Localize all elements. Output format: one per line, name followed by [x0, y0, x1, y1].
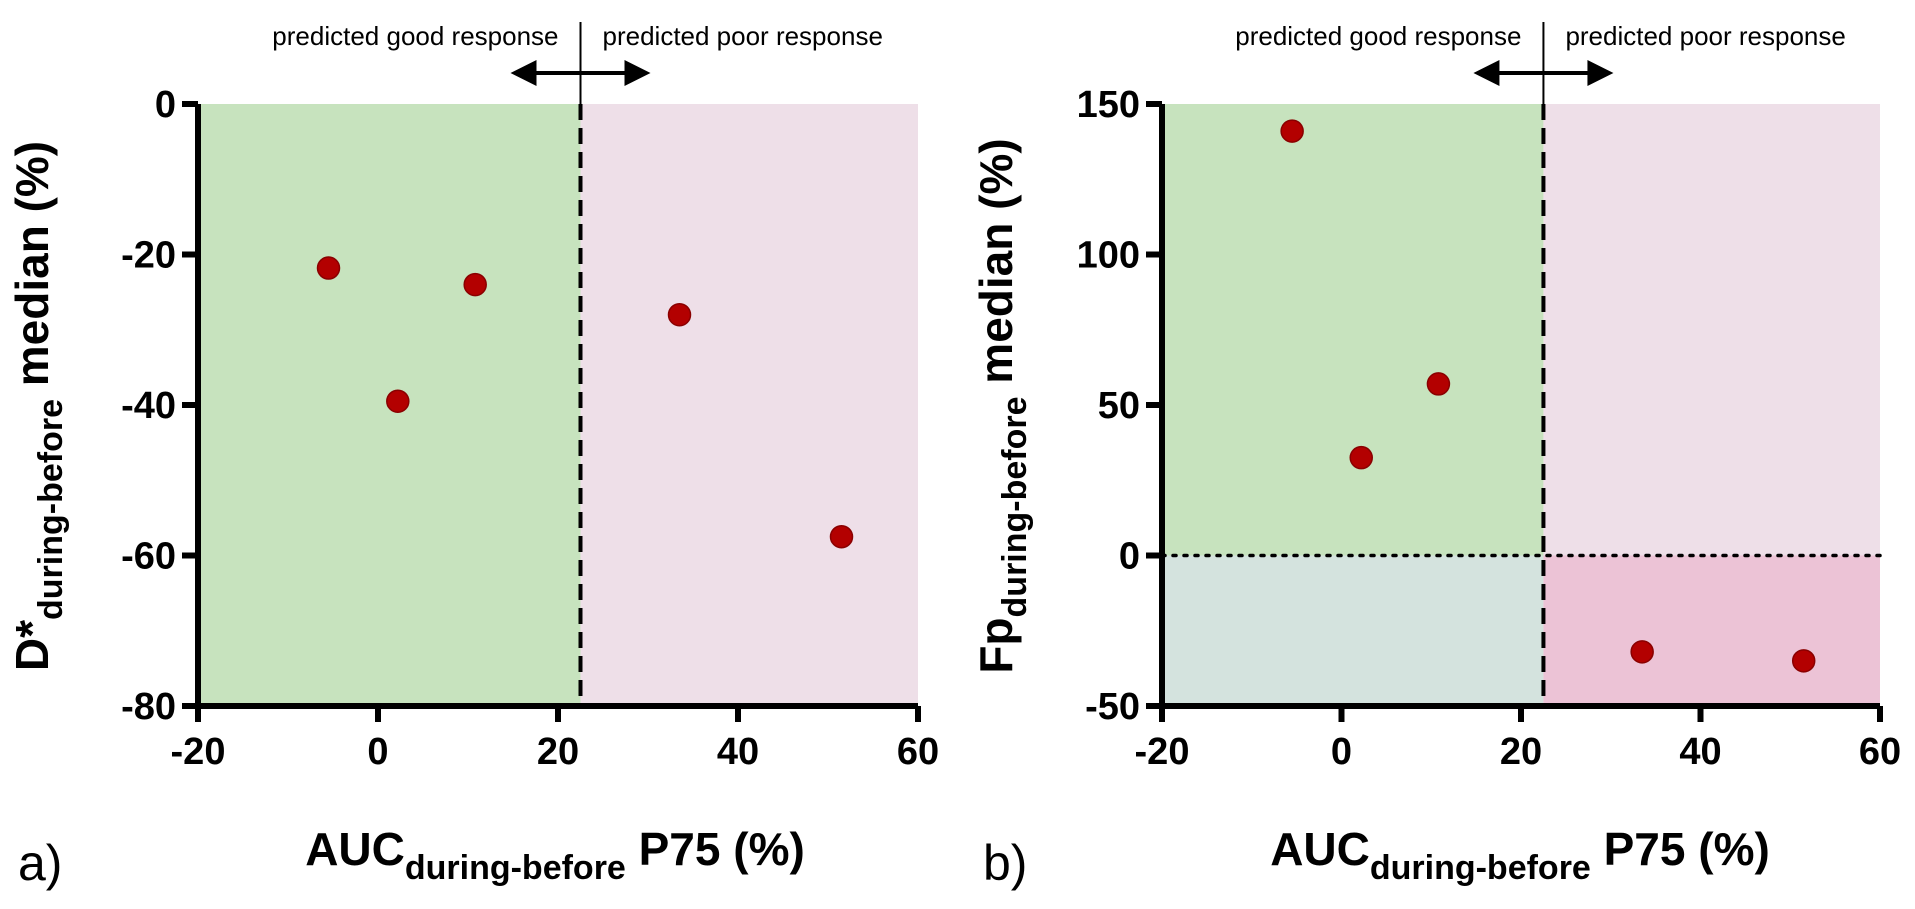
x-axis-label-suffix: P75 (%): [626, 823, 805, 875]
data-point: [1426, 372, 1451, 396]
x-tick-label: 20: [537, 731, 579, 773]
x-tick-label: 40: [1679, 731, 1721, 773]
y-axis-label-main: Fp: [970, 617, 1022, 673]
y-tick-label: 150: [1077, 84, 1140, 126]
y-tick-label: -80: [121, 686, 176, 728]
annotation-poor-response: predicted poor response: [603, 21, 883, 51]
data-point: [1280, 119, 1304, 143]
x-axis-label-main: AUC: [1270, 823, 1370, 875]
y-tick-label: 0: [155, 84, 176, 126]
data-point: [667, 302, 692, 327]
data-point: [316, 256, 341, 280]
y-axis-label-subscript: during-before: [996, 396, 1034, 617]
x-tick-label: 0: [1331, 731, 1352, 773]
y-tick-label: -40: [121, 385, 176, 427]
x-tick-label: 60: [897, 731, 939, 773]
x-axis-label-subscript: during-before: [405, 849, 626, 887]
y-axis-label-suffix: median (%): [970, 138, 1022, 396]
y-axis-label: D*during-before median (%): [6, 141, 70, 671]
panel-label: a): [18, 835, 62, 891]
y-axis-label-suffix: median (%): [6, 141, 58, 399]
shaded-region-2: [1543, 104, 1880, 556]
x-axis-label-subscript: during-before: [1370, 849, 1591, 887]
x-axis-label-main: AUC: [305, 823, 405, 875]
x-axis-label: AUCduring-before P75 (%): [305, 823, 805, 887]
x-tick-label: 60: [1859, 731, 1901, 773]
x-tick-label: -20: [1135, 731, 1190, 773]
y-tick-label: 100: [1077, 235, 1140, 277]
shaded-region-4: [1543, 555, 1880, 706]
data-point: [463, 272, 487, 297]
data-point: [1349, 445, 1373, 470]
shaded-region-2: [580, 104, 918, 706]
arrow-head-left-icon: [510, 60, 537, 86]
arrow-head-right-icon: [624, 60, 651, 86]
data-point: [386, 389, 410, 413]
x-tick-label: 40: [717, 731, 759, 773]
y-axis-label-subscript: during-before: [32, 399, 70, 620]
panel-label: b): [983, 835, 1027, 891]
x-axis-label: AUCduring-before P75 (%): [1270, 823, 1770, 887]
y-tick-label: -50: [1085, 686, 1140, 728]
shaded-region-3: [1162, 555, 1544, 706]
panel-b-chart: 150 100 50 0 -50-20 0 20 40 60 predicted good res…: [970, 21, 1901, 891]
arrow-head-right-icon: [1587, 60, 1614, 86]
data-point: [1791, 649, 1816, 673]
y-tick-label: -60: [121, 536, 176, 578]
data-point: [829, 524, 854, 549]
x-tick-label: 0: [367, 731, 388, 773]
y-tick-label: 0: [1119, 536, 1140, 578]
annotation-poor-response: predicted poor response: [1565, 21, 1845, 51]
x-axis-label-suffix: P75 (%): [1591, 823, 1770, 875]
y-axis-label: Fpduring-before median (%): [970, 138, 1034, 673]
shaded-region-1: [1162, 104, 1544, 556]
annotation-good-response: predicted good response: [272, 21, 558, 51]
x-tick-label: -20: [171, 731, 226, 773]
annotation-good-response: predicted good response: [1235, 21, 1521, 51]
data-point: [1630, 640, 1654, 664]
x-tick-label: 20: [1500, 731, 1542, 773]
y-tick-label: 50: [1098, 385, 1140, 427]
y-tick-label: -20: [121, 235, 176, 277]
y-axis-label-main: D*: [6, 620, 58, 671]
arrow-head-left-icon: [1473, 60, 1500, 86]
